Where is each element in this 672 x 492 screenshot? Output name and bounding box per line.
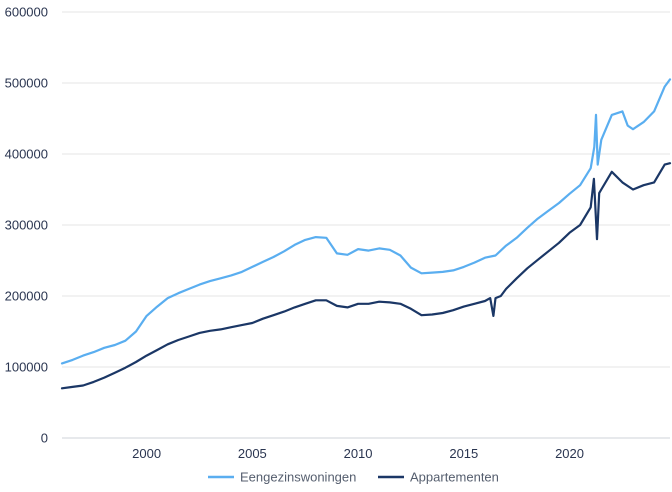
legend-label: Eengezinswoningen [240, 470, 356, 485]
x-tick-label: 2015 [449, 446, 478, 461]
y-tick-label: 0 [41, 431, 48, 446]
y-tick-label: 500000 [5, 76, 48, 91]
y-axis-tick-labels: 0 100000 200000 300000 400000 500000 600000 [5, 5, 48, 446]
x-tick-label: 2005 [238, 446, 267, 461]
x-tick-label: 2000 [132, 446, 161, 461]
series-line-eengezinswoningen [60, 78, 672, 365]
y-tick-label: 600000 [5, 5, 48, 20]
series-line-appartementen [60, 162, 672, 390]
y-tick-label: 200000 [5, 289, 48, 304]
gridlines [62, 11, 670, 439]
x-tick-label: 2020 [555, 446, 584, 461]
x-tick-label: 2010 [344, 446, 373, 461]
x-axis-tick-labels: 2000 2005 2010 2015 2020 [132, 446, 584, 461]
series-lines [60, 78, 672, 390]
y-tick-label: 400000 [5, 147, 48, 162]
y-tick-label: 100000 [5, 360, 48, 375]
legend-label: Appartementen [410, 470, 499, 485]
y-tick-label: 300000 [5, 218, 48, 233]
legend: Eengezinswoningen Appartementen [208, 470, 499, 485]
